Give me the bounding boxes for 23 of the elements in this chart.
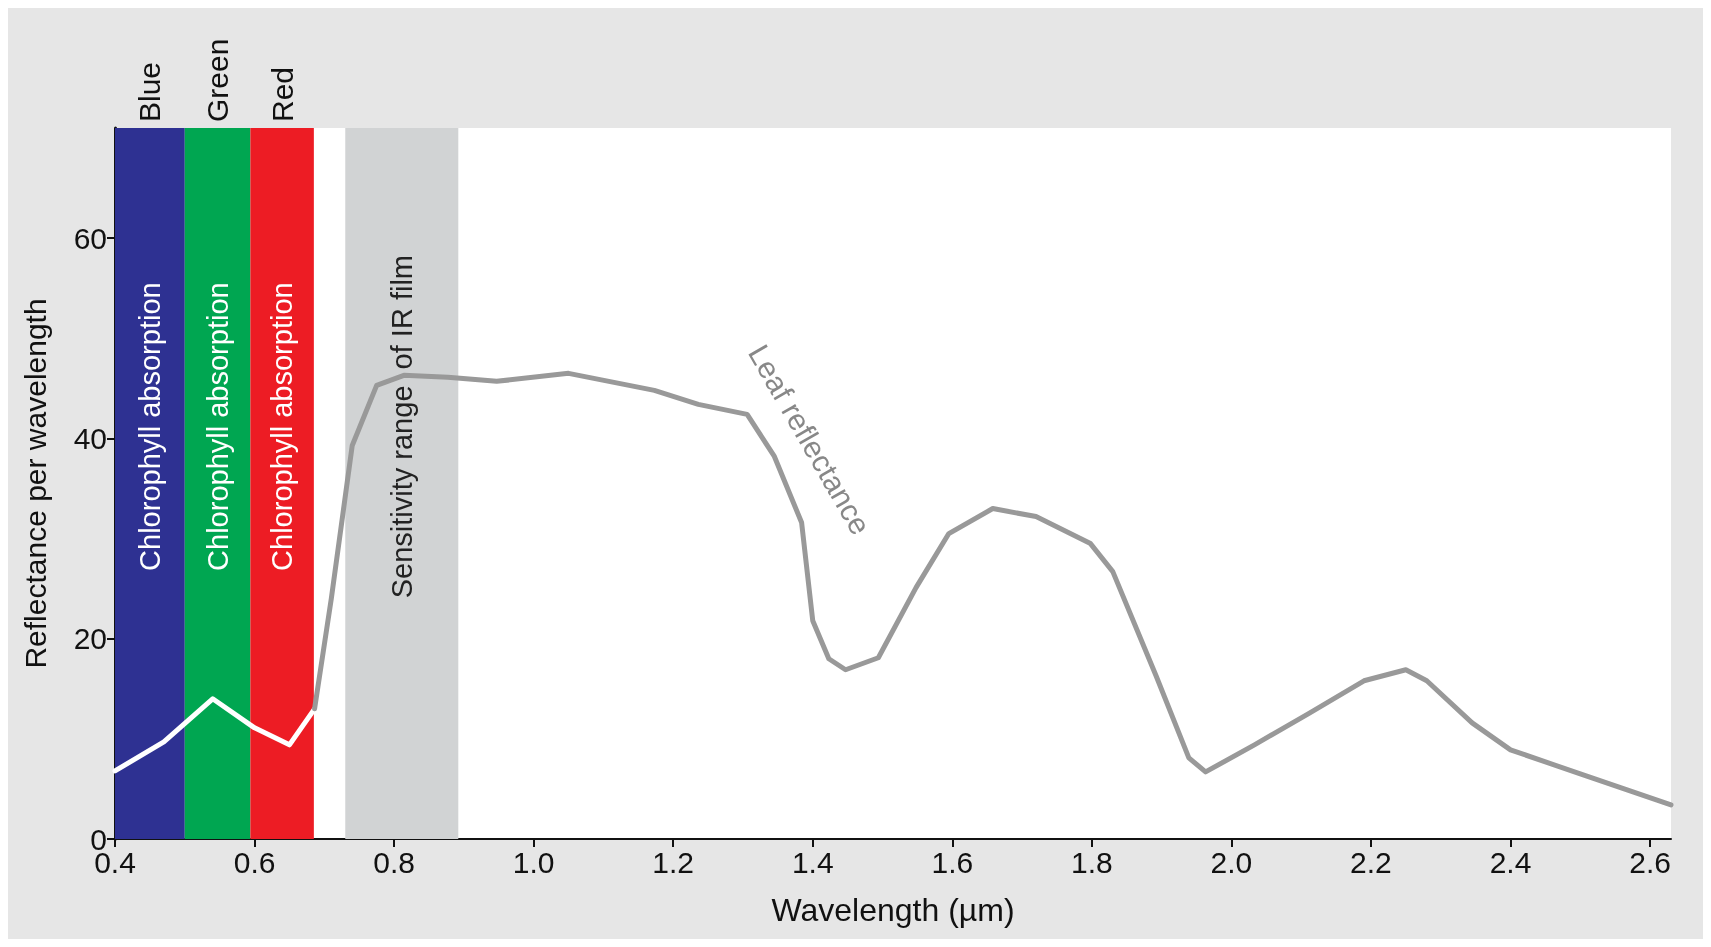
annotation: Chlorophyll absorption: [266, 282, 299, 571]
x-tick-label: 1.6: [931, 845, 974, 879]
x-tick-label: 1.8: [1071, 845, 1113, 879]
x-tick-label: 1.4: [791, 845, 834, 879]
x-tick-label: 2.2: [1350, 845, 1392, 879]
y-axis-title: Reflectance per wavelength: [18, 298, 52, 669]
x-tick-label: 0.8: [373, 845, 415, 879]
x-tick-label: 2.6: [1629, 845, 1671, 879]
band-label: Green: [201, 38, 235, 122]
x-tick-label: 0.6: [233, 845, 276, 879]
band-label: Blue: [133, 61, 167, 122]
x-tick-label: 1.0: [512, 845, 555, 879]
annotation: Chlorophyll absorption: [201, 282, 234, 571]
x-tick-label: 1.2: [652, 845, 695, 879]
y-tick-label: 40: [73, 421, 107, 455]
y-tick-label: 20: [73, 622, 107, 656]
x-axis-title: Wavelength (µm): [771, 892, 1015, 928]
y-tick-label: 60: [73, 221, 107, 255]
band-label: Red: [265, 66, 299, 122]
x-tick-label: 2.4: [1489, 845, 1532, 879]
annotation: Sensitivity range of IR film: [385, 254, 418, 599]
x-tick-label: 2.0: [1210, 845, 1253, 879]
annotation: Chlorophyll absorption: [133, 282, 166, 571]
